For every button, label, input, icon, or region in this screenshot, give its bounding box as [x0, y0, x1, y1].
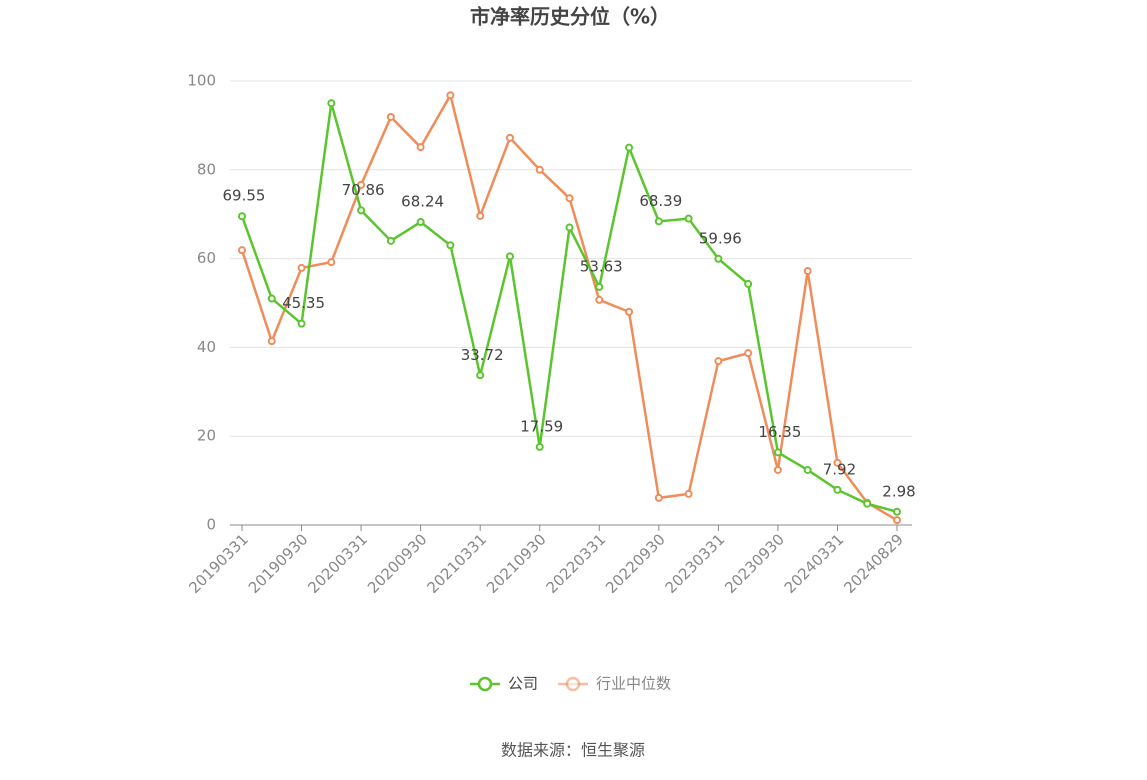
y-tick-label: 40: [197, 338, 216, 356]
data-label: 68.39: [639, 192, 682, 210]
x-tick-label: 20200930: [364, 530, 431, 597]
data-point: [565, 223, 574, 232]
data-point: [654, 217, 663, 226]
data-label: 59.96: [699, 229, 742, 247]
series-line: [240, 102, 898, 513]
data-point: [357, 206, 366, 215]
legend-label: 公司: [508, 675, 538, 693]
series-line: [240, 91, 898, 522]
data-label: 16.35: [758, 423, 801, 441]
y-tick-label: 100: [187, 72, 216, 90]
x-tick-label: 20190331: [185, 530, 252, 597]
y-tick-label: 0: [206, 516, 216, 534]
data-label: 17.59: [520, 417, 563, 435]
data-point: [833, 485, 842, 494]
data-point: [744, 279, 753, 288]
legend-marker: [477, 676, 493, 692]
data-point: [505, 133, 514, 142]
data-point: [803, 465, 812, 474]
data-label: 2.98: [882, 482, 915, 500]
data-point: [535, 442, 544, 451]
data-point: [714, 254, 723, 263]
x-tick-label: 20240829: [840, 530, 907, 597]
x-tick-label: 20210930: [483, 530, 550, 597]
data-point: [714, 357, 723, 366]
data-label: 53.63: [580, 257, 623, 275]
data-point: [446, 91, 455, 100]
data-point: [416, 143, 425, 152]
data-label: 33.72: [461, 346, 504, 364]
data-point: [654, 493, 663, 502]
data-point: [476, 371, 485, 380]
legend-marker: [565, 676, 581, 692]
data-point: [684, 489, 693, 498]
x-tick-label: 20220331: [543, 530, 610, 597]
data-point: [297, 319, 306, 328]
data-label: 68.24: [401, 193, 444, 211]
data-point: [773, 465, 782, 474]
data-point: [386, 236, 395, 245]
data-point: [893, 516, 901, 525]
data-point: [267, 294, 276, 303]
data-label: 69.55: [223, 187, 266, 205]
data-point: [327, 99, 336, 108]
data-label: 7.92: [823, 460, 856, 478]
data-point: [803, 267, 812, 276]
data-label: 45.35: [282, 294, 325, 312]
data-point: [476, 211, 485, 220]
data-point: [238, 246, 246, 255]
y-tick-label: 80: [197, 160, 216, 178]
data-point: [386, 112, 395, 121]
data-point: [238, 212, 246, 221]
data-point: [863, 499, 872, 508]
data-point: [446, 241, 455, 250]
legend-label: 行业中位数: [596, 675, 671, 693]
x-tick-label: 20240331: [781, 530, 848, 597]
source: 数据来源：恒生聚源: [501, 741, 645, 760]
x-tick-label: 20230331: [662, 530, 729, 597]
data-point: [684, 214, 693, 223]
chart-title: 市净率历史分位（%）: [470, 5, 670, 29]
x-tick-label: 20190930: [245, 530, 312, 597]
data-point: [625, 143, 634, 152]
data-point: [357, 180, 366, 189]
data-point: [625, 307, 634, 316]
data-point: [565, 194, 574, 203]
data-point: [595, 282, 604, 291]
data-point: [595, 295, 604, 304]
x-tick-label: 20230930: [721, 530, 788, 597]
data-label: 70.86: [342, 181, 385, 199]
data-point: [773, 448, 782, 457]
data-point: [267, 337, 276, 346]
y-tick-label: 20: [197, 427, 216, 445]
data-point: [297, 263, 306, 272]
data-point: [535, 165, 544, 174]
x-tick-label: 20200331: [304, 530, 371, 597]
data-point: [505, 252, 514, 261]
data-point: [833, 458, 842, 467]
data-point: [744, 349, 753, 358]
x-tick-label: 20210331: [423, 530, 490, 597]
data-point: [416, 218, 425, 227]
y-tick-label: 60: [197, 249, 216, 267]
data-point: [893, 507, 901, 516]
x-tick-label: 20220930: [602, 530, 669, 597]
data-point: [327, 258, 336, 267]
